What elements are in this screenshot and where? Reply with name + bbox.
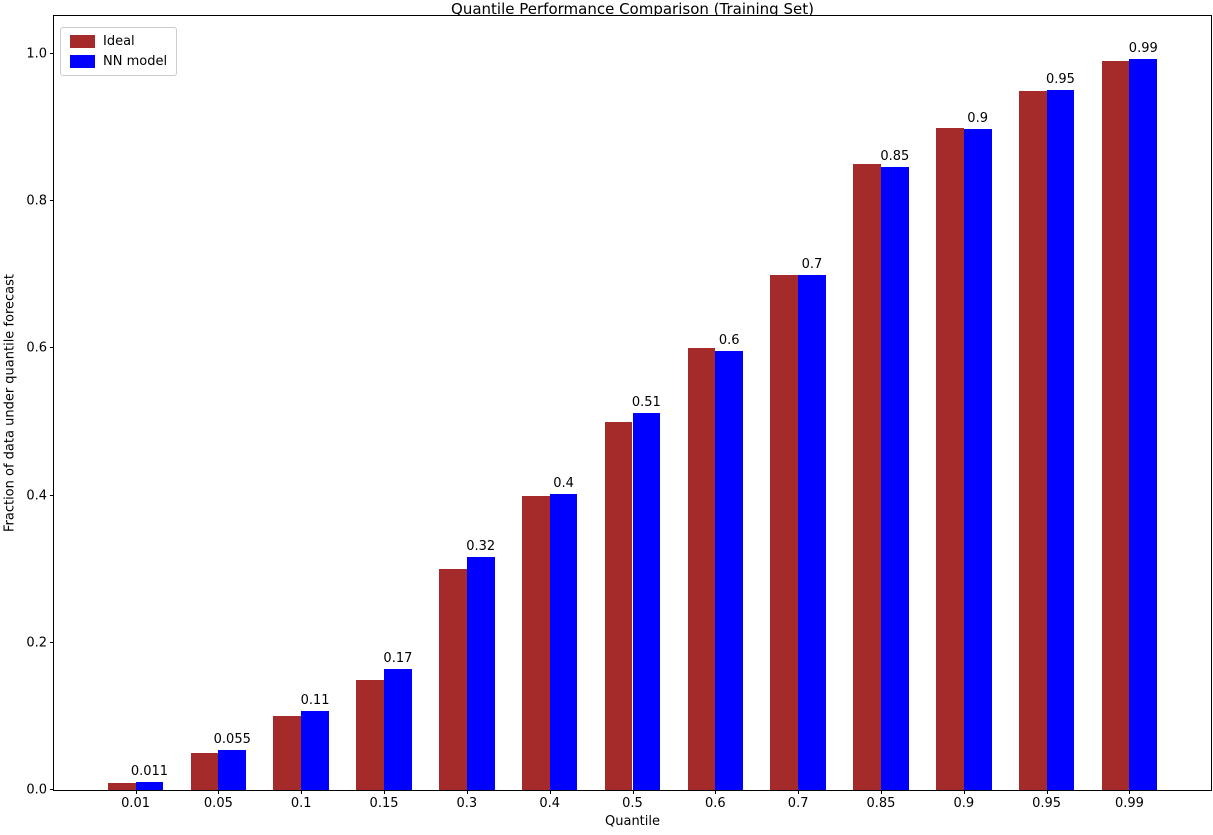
ideal-bar <box>521 495 550 790</box>
nn-model-bar <box>1129 59 1158 790</box>
ideal-bar <box>356 679 385 790</box>
x-axis-tick-label: 0.7 <box>787 796 809 811</box>
nn-model-bar <box>963 129 992 790</box>
x-axis-tick <box>218 790 220 794</box>
x-axis-tick <box>963 790 965 794</box>
x-axis-tick <box>135 790 137 794</box>
y-axis-tick-label: 0.8 <box>26 193 47 209</box>
ideal-bar <box>1018 90 1047 790</box>
x-axis-tick <box>1129 790 1131 794</box>
ideal-bar <box>770 274 799 790</box>
ideal-bar <box>190 753 219 790</box>
x-axis-tick-label: 0.1 <box>290 796 312 811</box>
bar-value-label: 0.7 <box>801 257 823 273</box>
nn-model-bar <box>715 350 744 790</box>
nn-model-bar <box>384 668 412 790</box>
x-axis-tick <box>798 790 800 794</box>
bar-value-label: 0.4 <box>553 476 574 492</box>
ideal-bar <box>273 716 302 790</box>
legend-item-nn-model: NN model <box>70 54 167 69</box>
nn-model-bar <box>632 413 661 790</box>
x-axis-tick <box>632 790 634 794</box>
nn-model-bar <box>549 494 578 790</box>
bar-value-label: 0.99 <box>1128 41 1158 57</box>
y-axis-tick-label: 0.0 <box>26 782 47 798</box>
chart-title: Quantile Performance Comparison (Trainin… <box>451 0 814 18</box>
nn-model-bar <box>798 275 826 790</box>
ideal-bar <box>604 421 633 790</box>
legend-label-nn-model: NN model <box>103 54 168 69</box>
x-axis-tick <box>880 790 882 794</box>
x-axis-tick-label: 0.3 <box>456 796 478 811</box>
y-axis-tick <box>50 494 54 496</box>
legend: Ideal NN model <box>60 27 178 76</box>
y-axis-tick-label: 0.2 <box>26 635 47 651</box>
x-axis-tick <box>466 790 468 794</box>
y-axis-label: Fraction of data under quantile forecast <box>2 273 18 533</box>
ideal-bar <box>439 569 467 790</box>
x-axis-tick-label: 0.6 <box>704 796 726 811</box>
bar-value-label: 0.11 <box>300 693 330 709</box>
legend-label-ideal: Ideal <box>103 34 135 49</box>
ideal-bar <box>936 127 964 790</box>
nn-model-bar <box>1046 89 1075 790</box>
x-axis-tick-label: 0.05 <box>203 796 233 811</box>
y-axis-tick <box>50 347 54 349</box>
x-axis-tick-label: 0.15 <box>369 796 399 811</box>
y-axis-tick <box>50 789 54 790</box>
x-axis-label: Quantile <box>605 814 660 829</box>
nn-model-bar <box>135 781 164 790</box>
nn-model-bar <box>880 166 909 790</box>
bar-value-label: 0.95 <box>1045 71 1075 87</box>
x-axis-tick <box>549 790 551 794</box>
x-axis-tick-label: 0.9 <box>953 796 975 811</box>
x-axis-tick-label: 0.85 <box>866 796 896 811</box>
nn-model-bar <box>466 557 495 790</box>
y-axis-tick-label: 1.0 <box>26 46 47 62</box>
x-axis-tick-label: 0.01 <box>121 796 151 811</box>
ideal-bar <box>1101 61 1130 790</box>
bar-value-label: 0.32 <box>466 539 496 555</box>
plot-area: 0.011 0.01 0.055 0.05 0.11 0.1 0.17 0.15 0.32 0.3… <box>26 15 1212 811</box>
y-axis-tick-label: 0.4 <box>26 488 47 504</box>
nn-model-bar <box>301 711 329 790</box>
y-axis-tick <box>50 200 54 202</box>
y-axis-tick-label: 0.6 <box>26 340 47 356</box>
ideal-bar <box>687 348 716 790</box>
x-axis-tick-label: 0.99 <box>1114 796 1144 811</box>
ideal-bar <box>853 164 881 790</box>
bar-value-label: 0.17 <box>383 650 413 666</box>
x-axis-tick-label: 0.4 <box>539 796 561 811</box>
bar-value-label: 0.9 <box>967 111 988 126</box>
nn-model-bar <box>218 749 247 790</box>
x-axis-tick <box>1046 790 1048 794</box>
legend-item-ideal: Ideal <box>70 34 167 49</box>
x-axis-tick <box>715 790 717 794</box>
ideal-color-swatch-icon <box>70 35 95 48</box>
x-axis-tick-label: 0.5 <box>622 796 643 811</box>
nn-model-color-swatch-icon <box>70 55 95 68</box>
bar-value-label: 0.6 <box>718 332 740 348</box>
x-axis-tick <box>301 790 303 794</box>
x-axis-tick-label: 0.95 <box>1032 796 1062 811</box>
y-axis-tick <box>50 641 54 643</box>
bar-value-label: 0.055 <box>213 731 251 747</box>
x-axis-tick <box>384 790 386 794</box>
bar-value-label: 0.011 <box>130 763 169 779</box>
y-axis-tick <box>50 52 54 54</box>
bar-value-label: 0.51 <box>631 395 661 411</box>
bar-value-label: 0.85 <box>880 148 910 164</box>
ideal-bar <box>107 782 136 790</box>
